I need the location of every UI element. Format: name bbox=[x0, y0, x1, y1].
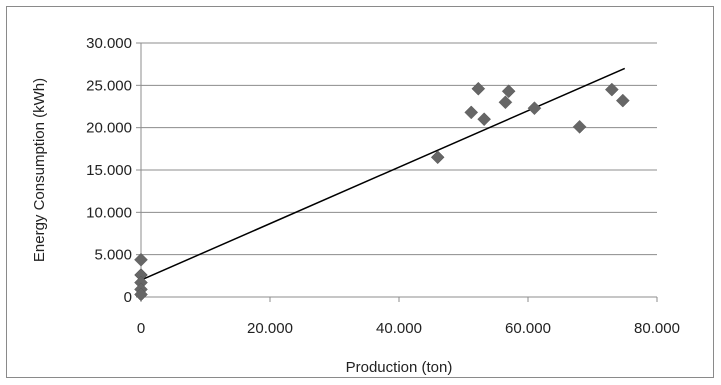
axes bbox=[136, 42, 658, 302]
x-tick-label-0: 0 bbox=[137, 320, 145, 337]
y-tick-label-2: 10.000 bbox=[86, 204, 132, 221]
data-point-0 bbox=[134, 252, 148, 267]
y-tick-label-3: 15.000 bbox=[86, 162, 132, 179]
data-point-4 bbox=[134, 287, 148, 302]
x-tick-label-4: 80.000 bbox=[634, 320, 680, 337]
data-point-11 bbox=[527, 101, 542, 116]
data-point-13 bbox=[604, 82, 619, 97]
data-point-5 bbox=[430, 150, 445, 165]
y-axis-title: Energy Consumption (kWh) bbox=[31, 78, 48, 262]
y-tick-label-0: 0 bbox=[124, 289, 132, 306]
data-point-8 bbox=[477, 112, 491, 127]
y-tick-label-4: 20.000 bbox=[86, 120, 132, 137]
x-tick-label-2: 40.000 bbox=[376, 320, 422, 337]
data-point-7 bbox=[471, 81, 486, 96]
data-point-10 bbox=[501, 84, 516, 99]
data-point-6 bbox=[464, 105, 479, 120]
trendline bbox=[140, 67, 626, 281]
data-points bbox=[134, 81, 630, 302]
x-tick-label-3: 60.000 bbox=[505, 320, 551, 337]
y-tick-label-1: 5.000 bbox=[94, 247, 132, 264]
data-point-9 bbox=[498, 95, 513, 110]
x-axis-title: Production (ton) bbox=[346, 359, 453, 376]
x-tick-label-1: 20.000 bbox=[247, 320, 293, 337]
y-tick-labels: 0 5.000 10.000 15.000 20.000 25.000 30.000 bbox=[86, 35, 132, 306]
x-tick-labels: 0 20.000 40.000 60.000 80.000 bbox=[137, 320, 680, 337]
y-tick-label-5: 25.000 bbox=[86, 77, 132, 94]
gridlines bbox=[141, 42, 657, 256]
y-tick-label-6: 30.000 bbox=[86, 35, 132, 52]
trendline-group bbox=[140, 67, 626, 281]
data-point-12 bbox=[572, 119, 587, 134]
data-point-14 bbox=[615, 93, 630, 108]
chart-frame bbox=[6, 6, 714, 378]
